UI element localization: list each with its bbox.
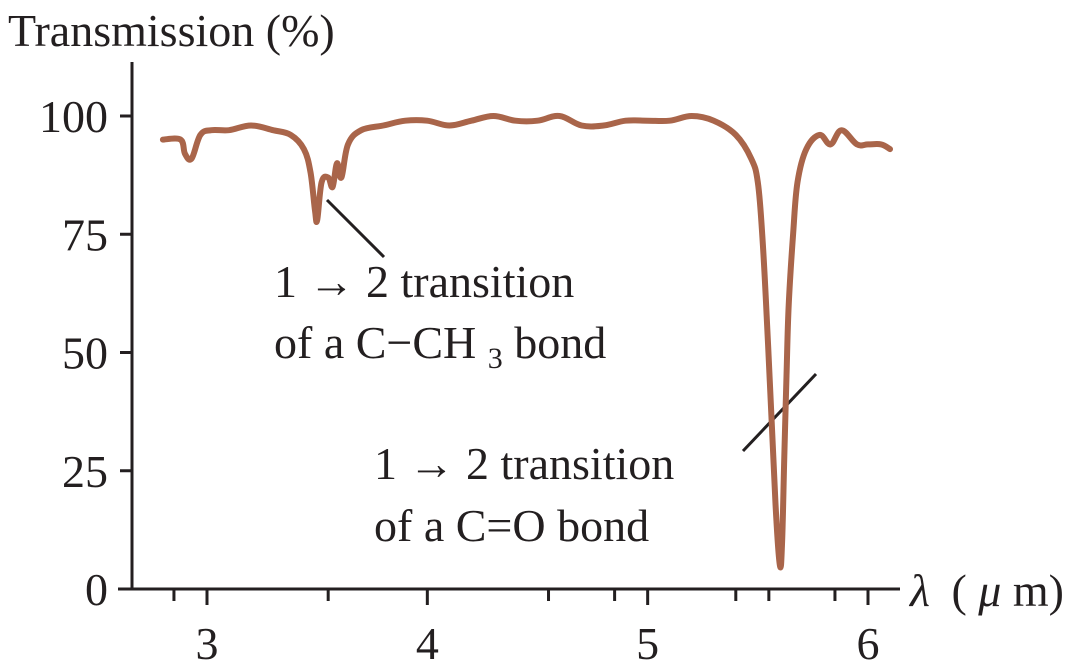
x-axis-title: λ ( μ m) [908,565,1064,616]
x-ticks-group: 3 4 5 6 [172,589,880,669]
annotation-ch3-formula: of a C−CH [274,317,476,368]
x-tick-label: 3 [196,618,219,669]
transmission-series-line [159,112,893,571]
annotation-ch3-prefix: 1 [274,256,309,307]
annotation-leader-ch3 [325,198,386,259]
annotation-ch3-line1: 1 → 2 transition [274,256,574,307]
annotation-co-line2: of a C=O bond [374,500,649,551]
y-tick-label: 100 [39,91,108,142]
x-axis-unit-open: ( [951,565,966,616]
y-ticks-group: 0 25 50 75 100 [39,91,132,615]
y-tick-label: 75 [62,209,108,260]
y-axis-title: Transmission (%) [8,5,335,56]
annotation-ch3-line2: of a C−CH 3 bond [274,317,606,378]
x-axis-mu-symbol: μ [977,565,1001,616]
y-tick-label: 50 [62,328,108,379]
x-tick-label: 6 [857,618,880,669]
annotation-ch3-bond: bond [514,317,606,368]
annotation-ch3-suffix: 2 transition [366,256,574,307]
x-tick-label: 4 [416,618,439,669]
x-axis-lambda-symbol: λ [908,565,930,616]
annotation-co-line1: 1 → 2 transition [374,438,674,489]
y-tick-label: 25 [62,446,108,497]
x-tick-label: 5 [636,618,659,669]
annotation-ch3-subscript: 3 [488,342,503,375]
x-axis-unit-close: m) [1013,565,1064,616]
annotation-co-arrow-icon: → [409,438,455,489]
y-tick-label: 0 [85,564,108,615]
annotation-leader-co [741,372,818,453]
annotation-co-prefix: 1 [374,438,409,489]
annotation-co-bond: of a C=O bond [374,500,649,551]
annotation-ch3-arrow-icon: → [309,256,355,307]
annotation-co-suffix: 2 transition [466,438,674,489]
